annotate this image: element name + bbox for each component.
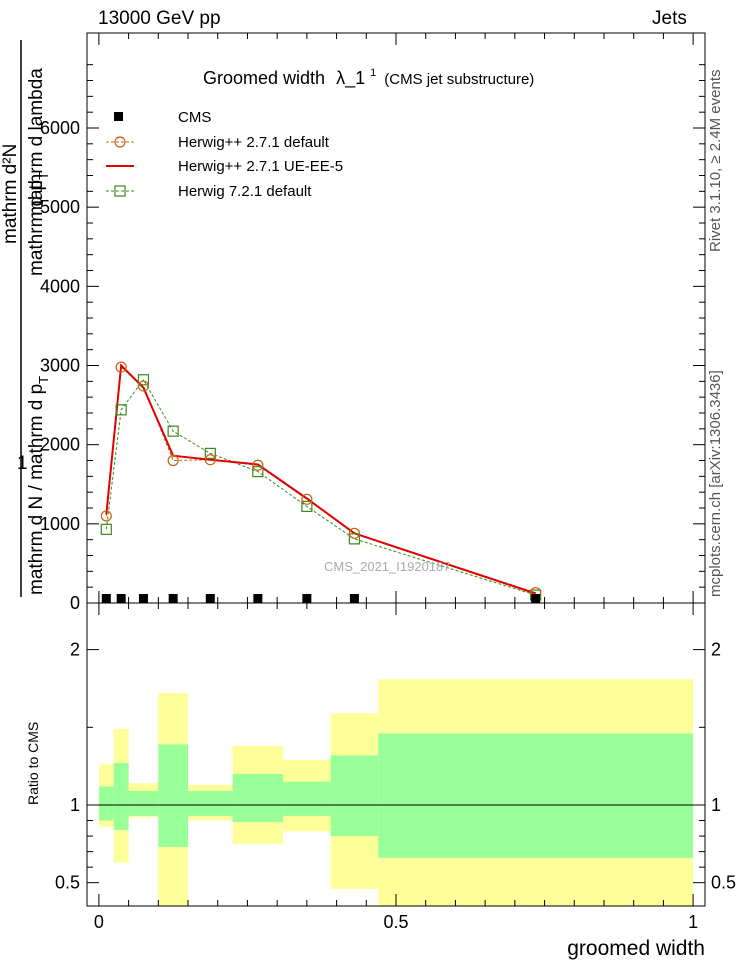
legend-item-herwigpp-ueee5: Herwig++ 2.7.1 UE-EE-5 <box>106 158 343 175</box>
ylabel-top: mathrm d²N <box>0 144 21 244</box>
ratio-band-inner <box>232 773 284 823</box>
ratio-ylabel: Ratio to CMS <box>25 722 41 805</box>
legend-label-herwigpp-ueee5: Herwig++ 2.7.1 UE-EE-5 <box>178 158 343 175</box>
ratio-band-inner <box>158 744 189 847</box>
cms-data-point <box>349 594 359 603</box>
legend-item-cms: CMS <box>114 109 211 126</box>
ratio-band-inner <box>98 786 114 821</box>
cms-data-point <box>253 594 263 603</box>
series-point-3 <box>115 404 127 416</box>
series-point-3 <box>252 465 264 478</box>
ylabel-part1: mathrm d N / mathrm d pT <box>26 376 51 595</box>
cms-data-point <box>531 594 541 603</box>
legend-label-cms: CMS <box>178 109 211 126</box>
series-point-3 <box>137 374 150 386</box>
ratio-bands <box>98 679 694 906</box>
ratio-ytick-label: 0.5 <box>55 873 80 893</box>
ratio-ytick-label-right: 2 <box>711 640 721 660</box>
x-axis-label: groomed width <box>567 937 705 960</box>
xtick-label: 0.5 <box>383 912 408 932</box>
series-point-1 <box>100 510 112 522</box>
series-point-1 <box>204 454 216 466</box>
ratio-band-inner <box>378 733 694 858</box>
main-ytick-label: 1000 <box>40 514 80 534</box>
main-ytick-label: 6000 <box>40 118 80 138</box>
cms-data-point <box>168 594 178 603</box>
series-point-3 <box>167 425 179 437</box>
series-point-1 <box>252 459 264 471</box>
legend: CMS Herwig++ 2.7.1 default Herwig++ 2.7.… <box>106 109 343 200</box>
main-ytick-label: 2000 <box>40 435 80 455</box>
legend-item-herwig7-default: Herwig 7.2.1 default <box>106 183 312 200</box>
analysis-watermark: CMS_2021_I1920187 <box>324 559 451 574</box>
series-line-2 <box>105 363 536 595</box>
series-point-3 <box>348 533 361 545</box>
cms-data-point <box>138 594 148 603</box>
series-line-3 <box>105 378 536 596</box>
main-ytick-label: 3000 <box>40 356 80 376</box>
ratio-band-inner <box>128 791 159 816</box>
legend-label-herwig7-default: Herwig 7.2.1 default <box>178 183 312 200</box>
series-point-3 <box>100 523 112 535</box>
main-ylabel: 1 mathrm d²N mathrm d N / mathrm d pT ma… <box>0 40 51 597</box>
legend-label-herwigpp-default: Herwig++ 2.7.1 default <box>178 134 330 151</box>
series-point-1 <box>301 493 313 505</box>
ratio-band-inner <box>330 755 379 837</box>
ratio-ytick-label-right: 1 <box>711 795 721 815</box>
ylabel-part2: mathrm d pT <box>26 172 51 276</box>
cms-data-point <box>101 594 111 603</box>
series-point-3 <box>204 447 216 459</box>
axis-ticks: 0 1000 2000 3000 4000 5000 6000 0 0.5 1 0.5 0.5 1 1 2 2 <box>40 32 736 932</box>
ratio-band-inner <box>283 781 331 816</box>
series-point-1 <box>348 527 361 539</box>
series-point-1 <box>115 361 127 373</box>
header-right: Jets <box>652 8 687 29</box>
ratio-ytick-label: 2 <box>70 640 80 660</box>
cms-data-point <box>302 594 312 603</box>
xtick-label: 0 <box>94 912 104 932</box>
ratio-ytick-label-right: 0.5 <box>711 873 736 893</box>
cms-data-point <box>205 594 215 603</box>
ratio-band-inner <box>113 763 129 830</box>
cms-data-point <box>116 594 126 603</box>
main-ytick-label: 5000 <box>40 197 80 217</box>
main-ytick-label: 4000 <box>40 276 80 296</box>
plot-title: Groomed width λ_1 1 (CMS jet substructur… <box>203 60 534 89</box>
series-point-1 <box>137 380 150 392</box>
main-series <box>100 361 542 603</box>
ratio-band-inner <box>188 791 233 816</box>
series-line-1 <box>105 366 536 594</box>
ratio-ytick-label: 1 <box>70 795 80 815</box>
ylabel-part3: mathrm d lambda <box>26 68 47 216</box>
xtick-label: 1 <box>688 912 698 932</box>
series-point-1 <box>167 454 179 467</box>
series-point-3 <box>301 500 313 513</box>
legend-item-herwigpp-default: Herwig++ 2.7.1 default <box>106 134 330 151</box>
main-ytick-label: 0 <box>70 593 80 613</box>
ylabel-numerator-one: 1 <box>17 453 28 474</box>
header-left: 13000 GeV pp <box>98 8 221 29</box>
